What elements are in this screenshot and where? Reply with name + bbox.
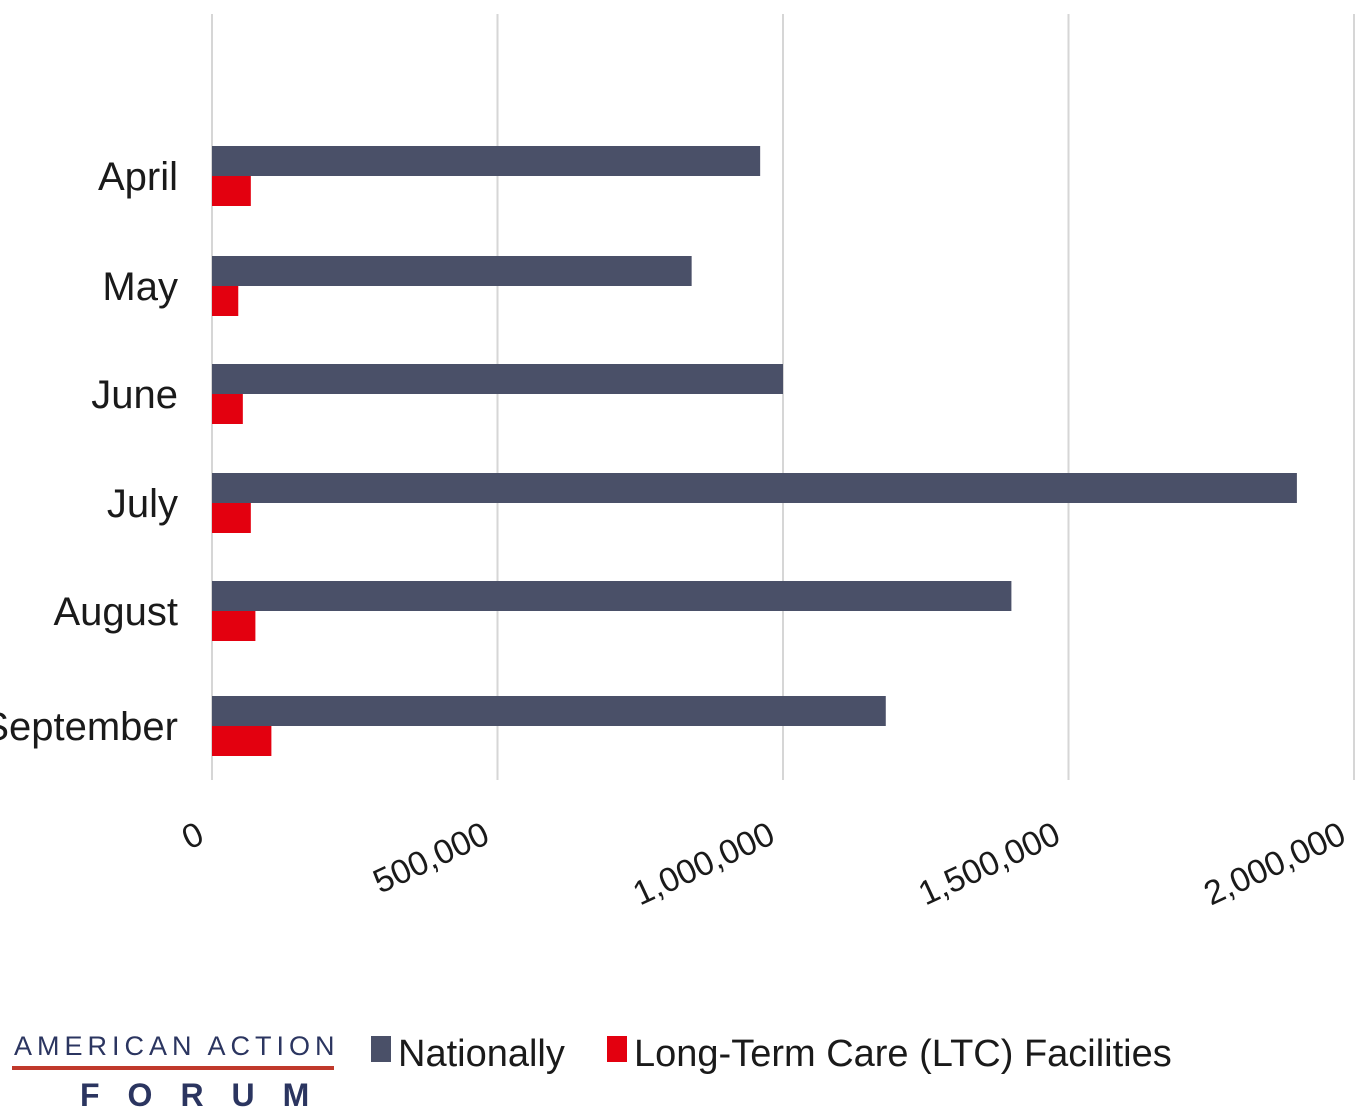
x-tick-label-3: 1,500,000	[913, 815, 1066, 913]
legend-swatch-nationally	[371, 1036, 391, 1062]
logo-rule	[12, 1066, 334, 1070]
x-tick-label-2: 1,000,000	[627, 815, 780, 913]
bar-nationally-june	[212, 364, 783, 394]
bar-ltc-april	[212, 176, 251, 206]
bar-nationally-august	[212, 581, 1012, 611]
category-label-september: September	[0, 705, 178, 749]
category-labels: April May June July August September	[0, 155, 178, 749]
american-action-forum-logo: AMERICAN ACTION FORUM	[12, 1031, 340, 1111]
bar-ltc-may	[212, 286, 239, 316]
bar-nationally-april	[212, 146, 761, 176]
bar-ltc-june	[212, 394, 243, 424]
bar-ltc-september	[212, 726, 272, 756]
legend-label-nationally: Nationally	[398, 1033, 565, 1075]
legend: Nationally Long-Term Care (LTC) Faciliti…	[371, 1033, 1172, 1075]
x-tick-labels: 0 500,000 1,000,000 1,500,000 2,000,000	[176, 815, 1351, 913]
bar-nationally-september	[212, 696, 886, 726]
bar-nationally-may	[212, 256, 692, 286]
category-label-june: June	[91, 373, 178, 417]
logo-line-2: FORUM	[80, 1077, 337, 1111]
x-tick-label-1: 500,000	[367, 815, 494, 901]
bars	[212, 146, 1297, 756]
category-label-may: May	[102, 265, 178, 309]
x-tick-label-4: 2,000,000	[1198, 815, 1351, 913]
bar-ltc-july	[212, 503, 251, 533]
category-label-april: April	[98, 155, 178, 199]
bar-ltc-august	[212, 611, 256, 641]
x-tick-label-0: 0	[176, 815, 209, 857]
gridlines	[211, 14, 1355, 780]
legend-swatch-ltc	[607, 1036, 627, 1062]
category-label-august: August	[53, 590, 178, 634]
logo-line-1: AMERICAN ACTION	[14, 1031, 340, 1061]
bar-nationally-july	[212, 473, 1297, 503]
category-label-july: July	[107, 482, 178, 526]
legend-label-ltc: Long-Term Care (LTC) Facilities	[634, 1033, 1172, 1075]
